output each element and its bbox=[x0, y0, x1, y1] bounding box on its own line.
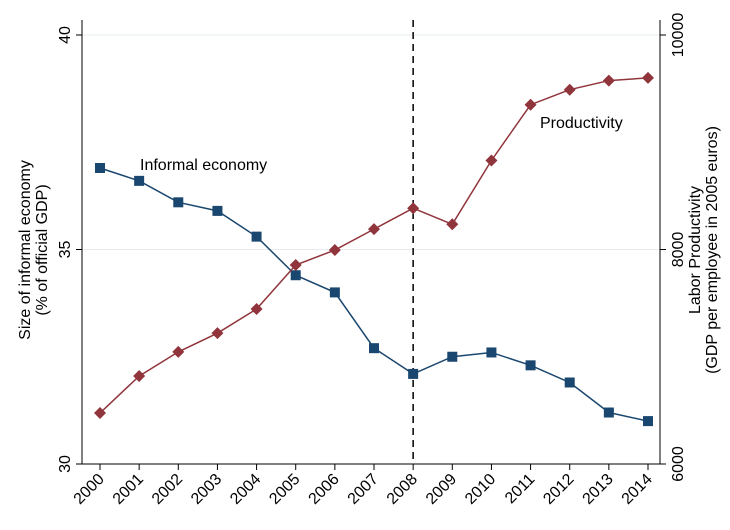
marker bbox=[564, 377, 575, 388]
marker bbox=[525, 360, 536, 371]
y-axis-title: (% of official GDP) bbox=[34, 184, 51, 315]
series-label: Informal economy bbox=[140, 157, 267, 174]
y2-tick-label: 10000 bbox=[670, 13, 687, 58]
marker bbox=[212, 205, 223, 216]
y2-tick-label: 6000 bbox=[670, 446, 687, 482]
y-axis-title: Size of informal economy bbox=[17, 160, 34, 340]
marker bbox=[329, 287, 340, 298]
marker bbox=[133, 370, 146, 383]
marker bbox=[563, 83, 576, 96]
marker bbox=[407, 202, 420, 215]
marker bbox=[172, 345, 185, 358]
marker bbox=[369, 343, 379, 354]
marker bbox=[290, 270, 301, 281]
marker bbox=[95, 162, 105, 173]
marker bbox=[134, 175, 145, 186]
y-tick-label: 30 bbox=[57, 455, 74, 473]
marker bbox=[603, 407, 614, 418]
marker bbox=[485, 154, 498, 167]
marker bbox=[602, 74, 615, 87]
marker bbox=[446, 218, 459, 231]
marker bbox=[524, 98, 537, 111]
marker bbox=[486, 347, 497, 358]
y-tick-label: 40 bbox=[57, 26, 74, 44]
y2-tick-label: 8000 bbox=[670, 232, 687, 268]
marker bbox=[328, 244, 341, 257]
marker bbox=[211, 327, 224, 340]
marker bbox=[251, 231, 262, 242]
marker bbox=[642, 71, 654, 84]
marker bbox=[368, 223, 380, 236]
marker bbox=[250, 303, 263, 316]
marker bbox=[173, 197, 184, 208]
marker bbox=[643, 416, 653, 427]
y-tick-label: 35 bbox=[57, 241, 74, 259]
marker bbox=[447, 351, 458, 362]
series-label: Productivity bbox=[540, 115, 623, 132]
marker bbox=[94, 407, 106, 420]
y2-axis-title: (GDP per employee in 2005 euros) bbox=[704, 126, 721, 374]
marker bbox=[289, 259, 302, 272]
marker bbox=[408, 368, 419, 379]
y2-axis-title: Labor Productivity bbox=[687, 186, 704, 314]
